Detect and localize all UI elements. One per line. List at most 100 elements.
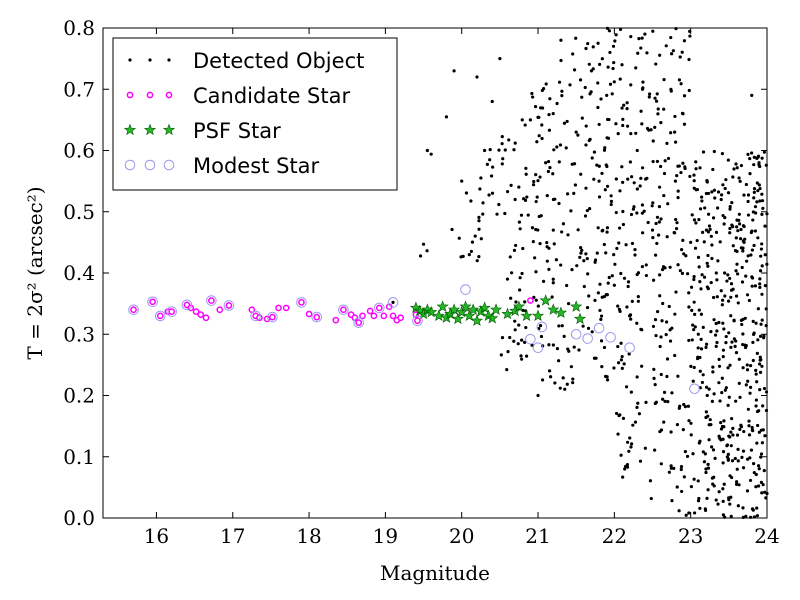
detected-object-point bbox=[557, 160, 561, 164]
detected-object-point bbox=[738, 395, 742, 399]
detected-object-point bbox=[669, 87, 673, 91]
detected-object-point bbox=[708, 227, 712, 231]
detected-object-point bbox=[741, 506, 745, 510]
detected-object-point bbox=[629, 34, 633, 39]
detected-object-point bbox=[696, 499, 701, 503]
detected-object-point bbox=[751, 358, 755, 363]
detected-object-point bbox=[710, 256, 714, 261]
legend-label: Modest Star bbox=[193, 154, 319, 178]
detected-object-point bbox=[560, 324, 564, 328]
point-psf-star bbox=[455, 305, 468, 318]
detected-object-point bbox=[444, 115, 449, 119]
detected-object-point bbox=[632, 181, 636, 185]
detected-object-point bbox=[596, 41, 600, 45]
detected-object-point bbox=[540, 136, 544, 141]
detected-object-point bbox=[557, 324, 561, 328]
legend-marker-star bbox=[162, 123, 176, 136]
detected-object-point bbox=[613, 262, 617, 266]
detected-object-point bbox=[674, 217, 678, 222]
detected-object-point bbox=[629, 83, 633, 87]
detected-object-point bbox=[722, 327, 726, 331]
detected-object-point bbox=[759, 322, 763, 326]
detected-object-point bbox=[644, 400, 648, 405]
detected-object-point bbox=[702, 460, 707, 464]
detected-object-point bbox=[535, 140, 539, 144]
detected-object-point bbox=[752, 243, 756, 248]
detected-object-point bbox=[714, 271, 718, 275]
detected-object-point bbox=[554, 258, 558, 262]
detected-object-point bbox=[758, 387, 762, 392]
detected-object-point bbox=[477, 227, 481, 231]
detected-object-point bbox=[711, 370, 715, 374]
detected-object-point bbox=[701, 373, 705, 377]
detected-object-point bbox=[680, 111, 685, 115]
detected-object-point bbox=[756, 338, 760, 342]
detected-object-point bbox=[739, 318, 744, 322]
detected-object-point bbox=[564, 146, 568, 150]
detected-object-point bbox=[692, 328, 696, 332]
detected-object-point bbox=[582, 259, 586, 263]
y-tick-label: 0.6 bbox=[63, 139, 95, 163]
point-modest-star bbox=[582, 333, 593, 344]
detected-object-point bbox=[654, 221, 658, 226]
detected-object-point bbox=[760, 364, 764, 368]
point-candidate-star bbox=[156, 312, 164, 320]
detected-object-point bbox=[635, 148, 639, 153]
point-psf-star bbox=[459, 300, 472, 312]
detected-object-point bbox=[499, 353, 503, 357]
detected-object-point bbox=[742, 224, 746, 229]
detected-object-point bbox=[584, 143, 588, 147]
detected-object-point bbox=[616, 132, 620, 136]
detected-object-point bbox=[536, 393, 540, 398]
detected-object-point bbox=[717, 434, 721, 438]
detected-object-point bbox=[509, 296, 513, 300]
detected-object-point bbox=[498, 57, 502, 61]
detected-object-point bbox=[518, 288, 522, 292]
detected-object-point bbox=[606, 184, 610, 188]
y-tick-label: 0.2 bbox=[63, 384, 95, 408]
detected-object-point bbox=[675, 174, 679, 178]
detected-object-point bbox=[622, 103, 626, 107]
detected-object-point bbox=[698, 369, 702, 373]
detected-object-point bbox=[625, 101, 629, 105]
detected-object-point bbox=[689, 421, 693, 425]
detected-object-point bbox=[616, 361, 621, 365]
detected-object-point bbox=[626, 284, 630, 289]
detected-object-point bbox=[712, 188, 717, 192]
detected-object-point bbox=[747, 433, 752, 437]
detected-object-point bbox=[726, 403, 730, 407]
detected-object-point bbox=[592, 356, 597, 360]
detected-object-point bbox=[757, 430, 761, 434]
detected-object-point bbox=[678, 268, 682, 273]
detected-object-point bbox=[751, 319, 755, 323]
detected-object-point bbox=[673, 353, 677, 358]
detected-object-point bbox=[593, 258, 598, 262]
detected-object-point bbox=[585, 256, 589, 261]
y-tick-label: 0.8 bbox=[63, 16, 95, 40]
detected-object-point bbox=[760, 318, 764, 322]
detected-object-point bbox=[508, 335, 512, 340]
detected-object-point bbox=[523, 300, 527, 304]
detected-object-point bbox=[637, 412, 642, 416]
detected-object-point bbox=[762, 468, 766, 473]
detected-object-point bbox=[607, 29, 612, 33]
detected-object-point bbox=[513, 243, 518, 248]
detected-object-point bbox=[618, 189, 622, 193]
detected-object-point bbox=[391, 300, 395, 304]
detected-object-point bbox=[547, 113, 551, 117]
detected-object-point bbox=[676, 189, 680, 193]
detected-object-point bbox=[613, 39, 617, 43]
detected-object-point bbox=[729, 282, 734, 286]
detected-object-point bbox=[756, 155, 760, 159]
detected-object-point bbox=[584, 252, 588, 256]
detected-object-point bbox=[513, 328, 517, 332]
detected-object-point bbox=[674, 27, 678, 31]
detected-object-point bbox=[597, 195, 602, 199]
detected-object-point bbox=[744, 274, 748, 278]
detected-object-point bbox=[755, 506, 759, 510]
detected-object-point bbox=[615, 246, 619, 251]
detected-object-point bbox=[721, 213, 725, 218]
detected-object-point bbox=[689, 240, 693, 244]
detected-object-point bbox=[657, 220, 661, 224]
detected-object-point bbox=[621, 180, 625, 184]
